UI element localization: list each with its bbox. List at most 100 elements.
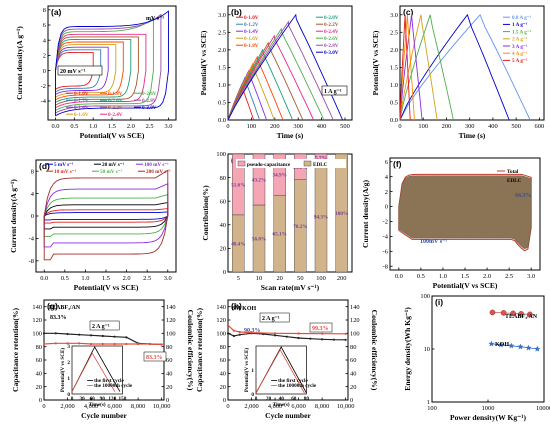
cycle-point — [344, 338, 347, 341]
inset: 0 20 40 60 80 0 1 Time(s) Potential(V vs SCE) the… — [243, 345, 317, 408]
legend-entry: 100 mV s⁻¹ — [144, 162, 169, 168]
legend-entry: 1 A g⁻¹ — [512, 22, 528, 28]
x-tick-label: 2.5 — [505, 273, 513, 280]
y-tick-label: 60 — [36, 357, 42, 364]
annotation: 99.3% — [312, 326, 329, 332]
annotation-box — [57, 65, 103, 76]
y-tick-label: 1.0 — [218, 82, 226, 89]
inset-x-tick-label: 40 — [279, 396, 285, 402]
x-tick-label: 2.5 — [146, 123, 154, 130]
y-tick-label: 2.0 — [218, 47, 226, 54]
cycle-point — [137, 342, 140, 346]
energy-point — [508, 342, 515, 349]
energy-point — [518, 311, 524, 317]
cycle-point — [232, 329, 235, 332]
x-tick-label: 6,000 — [107, 403, 121, 410]
panel-label: (a) — [51, 7, 62, 17]
cv-curve — [43, 208, 169, 224]
annotation-box — [321, 85, 348, 96]
cycle-point — [54, 342, 57, 345]
energy-point — [534, 345, 541, 352]
inset-y-tick-label: 3 — [67, 344, 70, 350]
legend-entry: 0.8 A g⁻¹ — [512, 15, 532, 21]
y-tick-label: -6 — [383, 249, 388, 256]
y-tick-label: 40 — [36, 371, 42, 378]
y-tick-label: -8 — [29, 258, 34, 265]
y-tick-label: 80 — [220, 175, 226, 182]
legend-entry: 0-1.2V — [244, 22, 259, 28]
y-tick-label: 4 — [385, 174, 389, 181]
annotation: 6M KOH — [232, 306, 256, 312]
data-label: 94.3% — [314, 214, 328, 220]
y-tick-label: 60 — [220, 357, 226, 364]
y-tick-label: 0.5 — [390, 100, 398, 107]
cv-curve — [43, 193, 169, 238]
gcd-curve — [399, 13, 531, 121]
bar-pseudo — [232, 153, 245, 216]
inset-x-tick-label: 120 — [108, 396, 116, 402]
legend-entry: 0-1.8V — [108, 91, 123, 97]
y2-tick-label: 0 — [166, 397, 169, 404]
y-tick-label: 2 — [385, 189, 388, 196]
y2-tick-label: 60 — [350, 357, 356, 364]
cv-curve — [55, 10, 169, 117]
inset-frame — [71, 345, 123, 395]
cv-curve — [55, 33, 147, 109]
y-tick-label: 2 — [43, 53, 46, 60]
annotation: 2 A g⁻¹ — [262, 316, 280, 322]
inset-y-tick-label: 2 — [67, 360, 70, 366]
cycle-point — [226, 332, 230, 335]
y-axis-label: Contribution(%) — [201, 185, 210, 241]
inset-y-tick-label: 0 — [67, 392, 70, 398]
y-tick-label: 1.5 — [218, 65, 226, 72]
annotation: 94.3% — [515, 193, 532, 199]
x-tick-label: 0 — [226, 123, 229, 130]
y-tick-label: 2.5 — [390, 30, 398, 37]
x-tick-label: 100 — [427, 405, 437, 412]
inset-x-tick-label: 60 — [291, 396, 297, 402]
bar-pseudo — [252, 153, 266, 206]
inset-legend-entry: the first cycle — [278, 378, 308, 384]
gcd-curve — [227, 41, 304, 121]
y-tick-label: 140 — [216, 304, 226, 311]
inset-legend-entry: the 10000th cycle — [278, 383, 317, 389]
legend-entry: EDLC — [507, 178, 522, 184]
data-label: 34.9% — [273, 173, 287, 179]
x-tick-label: 50 — [297, 275, 303, 282]
y-tick-label: 0 — [385, 204, 388, 211]
y2-axis-label: Coulombic efficiency(%) — [370, 310, 379, 391]
cycle-point — [42, 342, 46, 346]
panel-label: (c) — [403, 7, 414, 17]
cycle-point — [125, 342, 128, 346]
annotation-box — [143, 351, 167, 362]
legend-entry: 0-3.0V — [142, 105, 157, 111]
y-tick-label: -2 — [383, 219, 388, 226]
y-tick-label: 6 — [385, 159, 388, 166]
inset-x-tick-label: 90 — [100, 396, 106, 402]
y-tick-label: 100 — [32, 331, 42, 338]
y-axis-label: Energy density(Wh Kg⁻¹) — [403, 307, 412, 391]
cycle-point — [238, 333, 241, 336]
energy-point — [517, 343, 524, 350]
inset-y-tick-label: 0 — [251, 392, 254, 398]
y-axis-label: Current density(A g⁻¹) — [15, 26, 24, 100]
y2-tick-label: 80 — [350, 344, 356, 351]
x-tick-label: 0 — [226, 403, 229, 410]
energy-point — [500, 310, 507, 316]
x-axis-label: Potential(V vs SCE) — [74, 283, 139, 292]
data-label: 5.7% — [315, 155, 327, 161]
x-tick-label: 2.0 — [483, 273, 491, 280]
panel-1: (b) Potential(V vs SCE) Time (s) 0 100 200 300… — [199, 5, 353, 140]
cycle-point — [78, 342, 81, 345]
x-tick-label: 200 — [270, 123, 280, 130]
y-tick-label: 8 — [31, 168, 34, 175]
legend-entry: 4 A g⁻¹ — [512, 51, 528, 57]
gcd-curve — [227, 13, 344, 121]
annotation: 2 A g⁻¹ — [92, 324, 110, 330]
y-tick-label: 0 — [223, 269, 226, 276]
cycle-point — [321, 332, 324, 335]
x-tick-label: 1.5 — [102, 275, 110, 282]
x-tick-label: 4,000 — [268, 403, 282, 410]
y-tick-label: -2 — [41, 83, 46, 90]
y2-tick-label: 120 — [350, 317, 360, 324]
